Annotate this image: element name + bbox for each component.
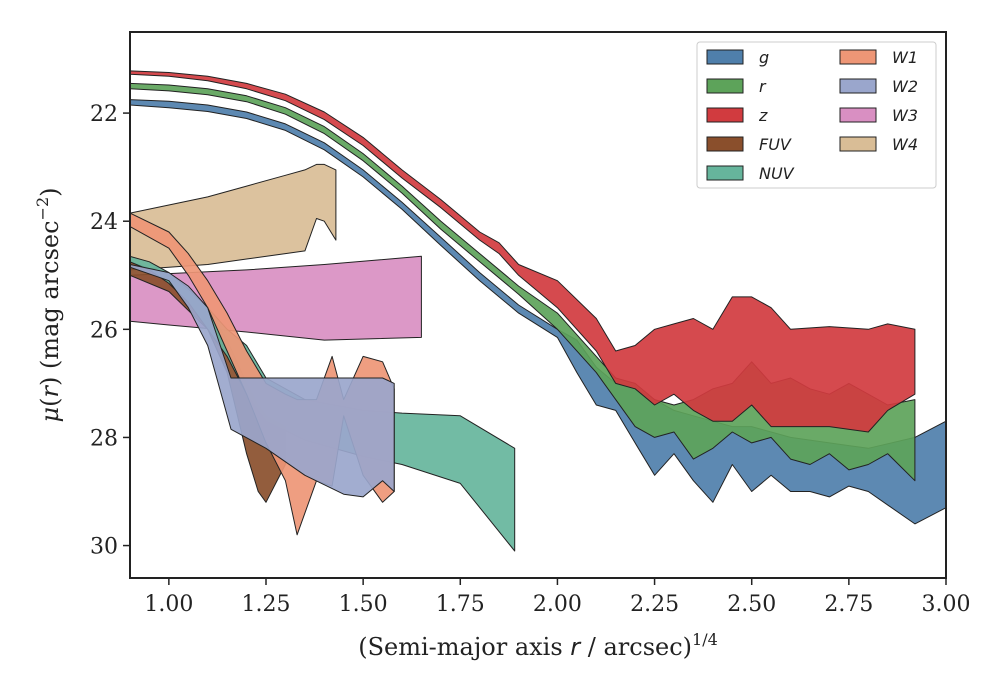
x-tick-label: 1.25 [242,592,291,617]
series-band-w4 [130,163,337,271]
x-tick-label: 2.50 [727,592,776,617]
legend-label-g: g [759,48,769,67]
plot-frame [129,31,947,579]
legend-label-nuv: NUV [759,164,795,183]
x-tick-label: 2.00 [533,592,582,617]
y-tick-label: 26 [90,318,118,343]
x-tick-label: 1.75 [436,592,485,617]
ticks-layer: 1.00 1.25 1.50 1.75 2.00 2.25 2.50 2.75 3.00 22 24… [90,102,970,617]
legend-label-w4: W4 [892,135,918,154]
y-tick-label: 30 [90,535,118,560]
legend-label-w1: W1 [892,48,918,67]
series-band-z [130,70,916,433]
legend-swatch-r [706,78,744,94]
legend-label-w3: W3 [892,106,918,125]
y-tick-label: 22 [90,102,118,127]
x-tick-label: 2.25 [630,592,679,617]
y-axis-label: μ(r) (mag arcsec−2) [33,187,64,422]
legend-label-z: z [758,106,768,125]
legend-swatch-z [706,107,744,123]
series-band-r [130,82,916,482]
x-tick-label: 1.50 [339,592,388,617]
x-tick-label: 1.00 [144,592,193,617]
series-band-g [130,99,946,525]
series-band-w2 [130,264,395,498]
legend-swatch-g [706,49,744,65]
legend-label-w2: W2 [892,77,918,96]
y-tick-label: 24 [90,210,118,235]
legend-swatch-nuv [706,165,744,181]
legend-swatch-w4 [839,136,877,152]
y-tick-label: 28 [90,426,118,451]
legend-label-fuv: FUV [759,135,792,154]
x-tick-label: 3.00 [922,592,971,617]
series-layer [130,70,946,552]
legend-swatch-w1 [839,49,877,65]
legend: grz FUV NUV W1 W2 W3 W4 [696,41,937,189]
x-tick-label: 2.75 [824,592,873,617]
legend-swatch-w2 [839,78,877,94]
legend-swatch-fuv [706,136,744,152]
legend-swatch-w3 [839,107,877,123]
x-axis-label: (Semi-major axis r / arcsec)1/4 [358,630,718,661]
legend-label-r: r [759,77,767,96]
series-band-w3 [130,255,422,341]
